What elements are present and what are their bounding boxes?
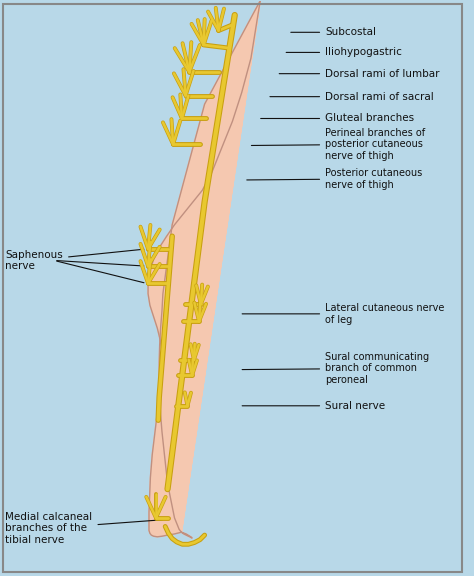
- Text: Sural nerve: Sural nerve: [242, 401, 385, 411]
- Text: Gluteal branches: Gluteal branches: [261, 113, 414, 123]
- Text: Medial calcaneal
branches of the
tibial nerve: Medial calcaneal branches of the tibial …: [5, 511, 163, 545]
- Text: Lateral cutaneous nerve
of leg: Lateral cutaneous nerve of leg: [242, 303, 445, 325]
- Text: Dorsal rami of sacral: Dorsal rami of sacral: [270, 92, 434, 101]
- Text: Iliohypogastric: Iliohypogastric: [286, 47, 402, 58]
- Text: Perineal branches of
posterior cutaneous
nerve of thigh: Perineal branches of posterior cutaneous…: [251, 128, 425, 161]
- Text: Subcostal: Subcostal: [291, 27, 376, 37]
- Text: Sural communicating
branch of common
peroneal: Sural communicating branch of common per…: [242, 352, 429, 385]
- Text: Dorsal rami of lumbar: Dorsal rami of lumbar: [279, 69, 439, 79]
- Text: Saphenous
nerve: Saphenous nerve: [5, 249, 144, 271]
- Text: Posterior cutaneous
nerve of thigh: Posterior cutaneous nerve of thigh: [247, 168, 422, 190]
- Polygon shape: [148, 1, 260, 538]
